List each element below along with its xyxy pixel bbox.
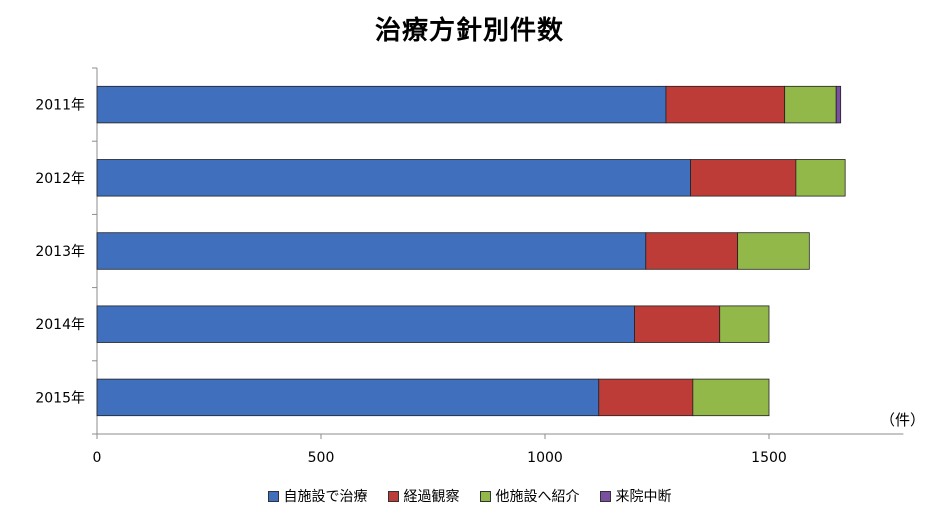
bar-segment bbox=[737, 232, 810, 270]
legend-swatch bbox=[267, 490, 279, 502]
legend-label: 他施設へ紹介 bbox=[495, 489, 580, 505]
category-label: 2015年 bbox=[35, 390, 85, 406]
x-tick-label: 0 bbox=[93, 450, 102, 466]
bar-segment bbox=[96, 85, 667, 124]
category-label: 2014年 bbox=[35, 317, 85, 333]
bar-segment bbox=[645, 232, 739, 270]
legend: 自施設で治療 経過観察 他施設へ紹介 来院中断 bbox=[0, 486, 939, 506]
bar-segment bbox=[835, 85, 842, 124]
x-tick-label: 1000 bbox=[527, 450, 563, 466]
legend-swatch bbox=[599, 490, 611, 502]
category-label: 2011年 bbox=[35, 98, 85, 114]
bar-segment bbox=[96, 159, 691, 197]
category-label: 2013年 bbox=[35, 244, 85, 260]
legend-label: 自施設で治療 bbox=[283, 489, 368, 505]
x-tick-label: 500 bbox=[308, 450, 335, 466]
legend-swatch bbox=[479, 490, 491, 502]
category-label: 2012年 bbox=[35, 171, 85, 187]
bar-segment bbox=[96, 232, 647, 270]
legend-item: 来院中断 bbox=[599, 486, 672, 506]
bar-segment bbox=[795, 159, 846, 197]
bar-segment bbox=[598, 378, 694, 417]
bar-segment bbox=[692, 378, 770, 417]
legend-item: 自施設で治療 bbox=[267, 486, 368, 506]
bar-segment bbox=[634, 305, 721, 343]
bar-segment bbox=[96, 305, 635, 343]
bar-segment bbox=[719, 305, 770, 343]
legend-swatch bbox=[387, 490, 399, 502]
bar-segment bbox=[784, 85, 837, 124]
x-tick-label: 1500 bbox=[751, 450, 787, 466]
legend-label: 来院中断 bbox=[615, 489, 672, 505]
bar-segment bbox=[96, 378, 600, 417]
chart-title: 治療方針別件数 bbox=[374, 16, 564, 46]
bar-segment bbox=[665, 85, 786, 124]
legend-item: 経過観察 bbox=[387, 486, 460, 506]
unit-label: （件） bbox=[880, 411, 926, 429]
legend-label: 経過観察 bbox=[403, 489, 460, 505]
bar-segment bbox=[690, 159, 797, 197]
legend-item: 他施設へ紹介 bbox=[479, 486, 580, 506]
